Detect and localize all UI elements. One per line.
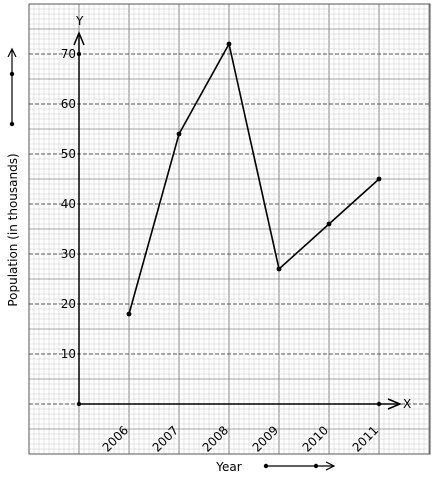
data-point [176, 131, 182, 137]
data-point [226, 41, 232, 47]
data-point [126, 311, 132, 317]
population-series [126, 41, 382, 317]
axes [73, 31, 402, 410]
x-axis-arrowhead [387, 398, 402, 410]
data-point [376, 176, 382, 182]
y-axis-top-dot [76, 51, 82, 57]
y-tick-label: 60 [61, 97, 76, 111]
y-tick-labels: 10 20 30 40 50 60 70 [61, 47, 82, 361]
y-tick-label: 40 [61, 197, 76, 211]
y-tick-label: 10 [61, 347, 76, 361]
origin-dot [76, 401, 82, 407]
series-line [128, 41, 380, 315]
x-axis-letter: X [403, 397, 411, 411]
x-direction-arrow [263, 461, 336, 471]
y-axis-letter: Y [75, 14, 84, 28]
y-tick-label: 70 [61, 47, 76, 61]
data-point [326, 221, 332, 227]
x-axis-end-dot [376, 401, 382, 407]
grid [28, 3, 431, 455]
data-point [276, 266, 282, 272]
y-tick-label: 20 [61, 297, 76, 311]
x-axis-title: Year [215, 460, 241, 474]
y-tick-label: 30 [61, 247, 76, 261]
y-axis-arrowhead [73, 31, 85, 46]
plot-border [28, 3, 431, 455]
y-direction-arrow [7, 47, 17, 127]
y-tick-label: 50 [61, 147, 76, 161]
y-axis-title: Population (in thousands) [6, 153, 20, 306]
